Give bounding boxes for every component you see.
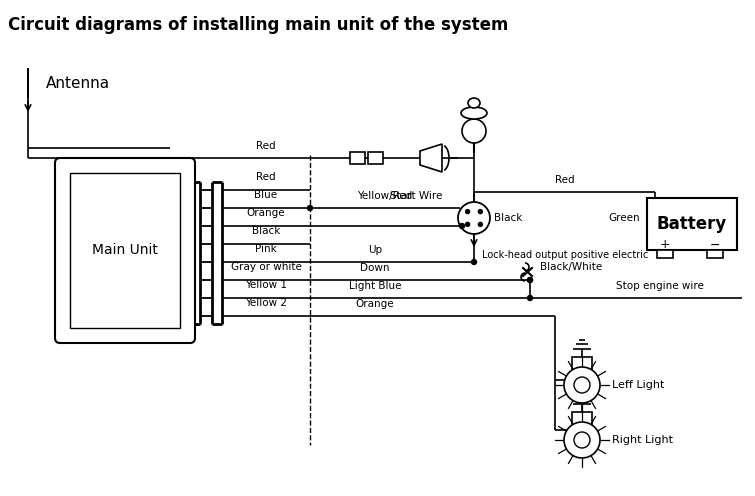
Text: Red: Red — [256, 141, 276, 151]
Text: Main Unit: Main Unit — [92, 243, 158, 257]
Circle shape — [460, 224, 464, 229]
Text: Gray or white: Gray or white — [230, 262, 301, 272]
Text: Down: Down — [360, 263, 390, 273]
Text: Start Wire: Start Wire — [390, 191, 442, 201]
Text: Up: Up — [368, 245, 382, 255]
Circle shape — [466, 210, 470, 214]
Text: Red: Red — [555, 175, 575, 185]
Text: Circuit diagrams of installing main unit of the system: Circuit diagrams of installing main unit… — [8, 16, 508, 34]
FancyBboxPatch shape — [55, 158, 195, 343]
Text: Pink: Pink — [255, 244, 277, 254]
Text: Light Blue: Light Blue — [349, 281, 401, 291]
Text: Black: Black — [252, 226, 280, 236]
Circle shape — [528, 277, 532, 283]
Bar — [657, 250, 673, 258]
Circle shape — [574, 432, 590, 448]
Circle shape — [466, 222, 470, 226]
Ellipse shape — [462, 119, 486, 143]
Text: Right Light: Right Light — [612, 435, 673, 445]
Text: Yellow 1: Yellow 1 — [245, 280, 287, 290]
Circle shape — [564, 422, 600, 458]
Text: +: + — [660, 239, 670, 251]
Text: Red: Red — [256, 172, 276, 182]
Text: Battery: Battery — [657, 215, 727, 233]
Text: Black/White: Black/White — [540, 262, 602, 272]
Bar — [368, 152, 383, 164]
Text: −: − — [710, 239, 720, 251]
Text: Black: Black — [494, 213, 522, 223]
Circle shape — [479, 222, 482, 226]
Polygon shape — [420, 144, 442, 172]
Circle shape — [528, 296, 532, 301]
Circle shape — [479, 210, 482, 214]
Ellipse shape — [468, 98, 480, 108]
Bar — [572, 357, 592, 375]
Bar — [572, 412, 592, 430]
Text: Yellow/Red: Yellow/Red — [357, 191, 413, 201]
Circle shape — [458, 202, 490, 234]
Circle shape — [574, 377, 590, 393]
Circle shape — [564, 367, 600, 403]
Bar — [350, 152, 365, 164]
Text: Orange: Orange — [356, 299, 394, 309]
Ellipse shape — [461, 107, 487, 119]
Text: Green: Green — [609, 213, 640, 223]
Circle shape — [472, 259, 476, 264]
Bar — [647, 198, 737, 250]
Bar — [70, 173, 180, 328]
Text: Stop engine wire: Stop engine wire — [616, 281, 704, 291]
Circle shape — [307, 205, 313, 210]
Text: Leff Light: Leff Light — [612, 380, 664, 390]
Text: Blue: Blue — [254, 190, 278, 200]
Bar — [707, 250, 723, 258]
Circle shape — [528, 277, 532, 283]
Text: Yellow 2: Yellow 2 — [245, 298, 287, 308]
Text: Orange: Orange — [247, 208, 285, 218]
Text: Lock-head output positive electric: Lock-head output positive electric — [482, 250, 649, 260]
Text: Antenna: Antenna — [46, 76, 110, 91]
